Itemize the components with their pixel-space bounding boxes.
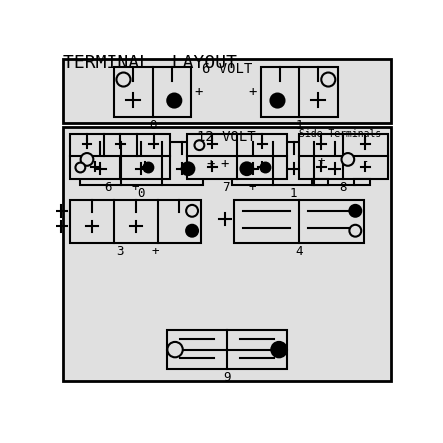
Bar — [232, 143, 355, 185]
Text: 1: 1 — [290, 187, 297, 200]
Text: 0: 0 — [137, 187, 145, 200]
Circle shape — [350, 225, 361, 237]
Text: 12 VOLT: 12 VOLT — [197, 130, 256, 144]
Bar — [260, 67, 338, 117]
Text: 6: 6 — [105, 181, 112, 194]
Bar — [62, 59, 392, 123]
Bar — [80, 143, 203, 185]
Text: +: + — [132, 181, 139, 194]
Circle shape — [186, 225, 198, 237]
Text: 3: 3 — [117, 245, 124, 258]
Circle shape — [271, 342, 287, 358]
Circle shape — [241, 163, 253, 175]
Text: +: + — [249, 181, 256, 194]
Circle shape — [167, 342, 183, 358]
Text: +: + — [318, 155, 325, 168]
Circle shape — [75, 163, 85, 172]
Text: 8: 8 — [339, 181, 347, 194]
Text: 7: 7 — [222, 181, 229, 194]
Circle shape — [182, 163, 194, 175]
Text: +: + — [206, 157, 215, 171]
Text: +: + — [220, 157, 229, 171]
Bar — [70, 134, 171, 179]
Bar — [312, 179, 328, 185]
Text: +: + — [249, 85, 257, 99]
Bar — [167, 330, 288, 369]
Circle shape — [321, 73, 335, 86]
Text: 6 VOLT: 6 VOLT — [202, 62, 252, 76]
Circle shape — [167, 93, 181, 108]
Circle shape — [144, 163, 153, 172]
Bar — [70, 200, 201, 243]
Bar — [187, 134, 288, 179]
Text: 9: 9 — [223, 371, 231, 384]
Bar — [233, 200, 365, 243]
Text: +: + — [195, 85, 203, 99]
Text: +: + — [152, 245, 159, 258]
Circle shape — [117, 73, 131, 86]
Bar — [114, 67, 191, 117]
Circle shape — [81, 153, 93, 166]
Circle shape — [271, 93, 284, 108]
Text: -: - — [361, 155, 369, 168]
Circle shape — [260, 163, 270, 172]
Bar — [299, 134, 388, 179]
Text: Side Terminals: Side Terminals — [299, 128, 381, 139]
Circle shape — [342, 153, 354, 166]
Bar — [354, 179, 370, 185]
Circle shape — [186, 205, 198, 217]
Text: 0: 0 — [149, 119, 156, 132]
Text: 4: 4 — [295, 245, 303, 258]
Text: TERMINAL  LAYOUT: TERMINAL LAYOUT — [62, 54, 237, 72]
Text: 1: 1 — [295, 119, 303, 132]
Circle shape — [194, 140, 204, 150]
Circle shape — [350, 205, 361, 217]
Bar — [62, 127, 392, 381]
